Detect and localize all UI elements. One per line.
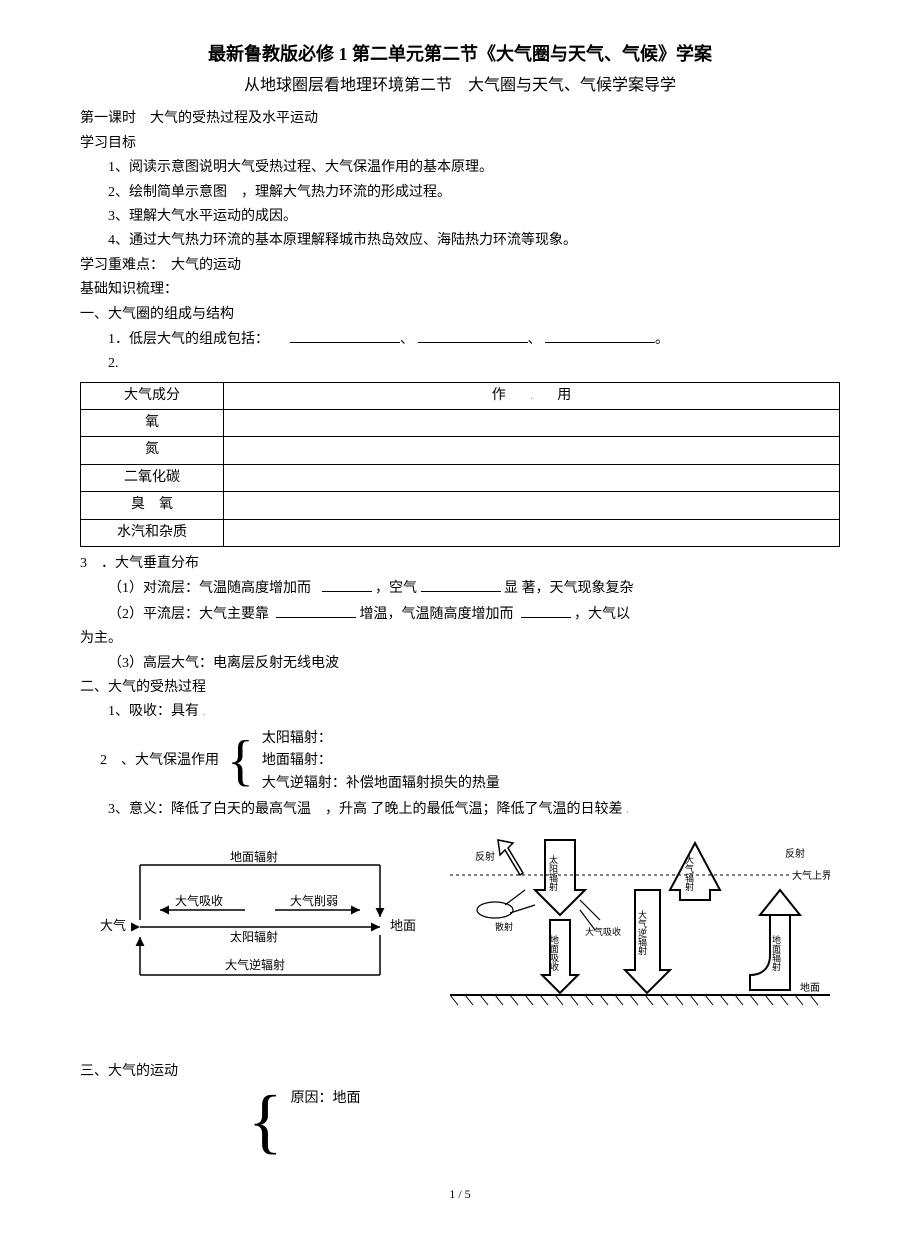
table-row: 水汽和杂质: [81, 519, 840, 546]
brace-item: 原因：地面: [291, 1088, 361, 1110]
label-atm-absorb: 大气吸收: [585, 926, 621, 937]
text: 显 著，天气现象复杂: [504, 581, 634, 596]
brace-icon: {: [248, 1089, 283, 1154]
label-ground: 地面: [800, 981, 820, 994]
sec1-line1: 1．低层大气的组成包括： 、 、 。: [80, 328, 840, 351]
blank[interactable]: [521, 603, 571, 618]
label-atm: 大气上界: [792, 869, 830, 882]
diagram-right: 大气上界 地面 太阳辐射 反射 散射 地面吸收: [450, 835, 830, 1015]
label-bottom: 大气逆辐射: [225, 957, 285, 972]
table-cell: 氧: [81, 410, 224, 437]
blank-2[interactable]: [418, 328, 528, 343]
brace-item: 太阳辐射：: [262, 728, 500, 750]
text: （1）对流层：气温随高度增加而: [108, 581, 311, 596]
goals-header: 学习目标: [80, 133, 840, 155]
table-cell-blank[interactable]: [224, 519, 840, 546]
node-right: 地面: [390, 918, 416, 933]
table-row: 氧: [81, 410, 840, 437]
diagram-row: 地面辐射 大气吸收 大气削弱 大气 地面 太阳辐射 大气逆辐射 大气上界: [80, 835, 840, 1015]
dot-icon: .: [626, 805, 629, 816]
label-atm-rad: 大气辐射: [684, 854, 694, 892]
node-left: 大气: [100, 918, 126, 933]
brace-items: 太阳辐射： 地面辐射： 大气逆辐射：补偿地面辐射损失的热量: [262, 728, 500, 795]
sec1-header: 一、大气圈的组成与结构: [80, 304, 840, 326]
sec1-3-2: （2）平流层：大气主要靠 增温，气温随高度增加而 ，大气以: [80, 603, 840, 626]
label-ground-absorb: 地面吸收: [549, 934, 559, 972]
table-header-row: 大气成分 作 . 用: [81, 382, 840, 409]
table-cell-blank[interactable]: [224, 437, 840, 464]
sec1-line2: 2.: [80, 353, 840, 375]
dot-icon: .: [530, 391, 533, 402]
sec1-3-1: （1）对流层：气温随高度增加而 ，空气 显 著，天气现象复杂: [80, 577, 840, 600]
sec2-1: 1、吸收：具有 .: [80, 701, 840, 723]
text: （2）平流层：大气主要靠: [108, 607, 269, 622]
table-h2a: 作: [492, 388, 506, 403]
blank-1[interactable]: [290, 328, 400, 343]
label-ur: 大气削弱: [290, 893, 338, 908]
dot-icon: .: [203, 707, 206, 718]
table-cell: 二氧化碳: [81, 464, 224, 491]
label-top: 地面辐射: [230, 849, 278, 864]
sec2-2-brace: 2 、大气保温作用 { 太阳辐射： 地面辐射： 大气逆辐射：补偿地面辐射损失的热…: [100, 728, 840, 795]
table-row: 氮: [81, 437, 840, 464]
table-row: 二氧化碳: [81, 464, 840, 491]
brace-icon: {: [227, 736, 254, 786]
brace-items: 原因：地面: [291, 1088, 361, 1155]
table-h2b: 用: [557, 388, 571, 403]
table-cell: 氮: [81, 437, 224, 464]
goal-4: 4、通过大气热力环流的基本原理解释城市热岛效应、海陆热力环流等现象。: [80, 230, 840, 252]
goal-2: 2、绘制简单示意图 ，理解大气热力环流的形成过程。: [80, 182, 840, 204]
sec3-brace: { 原因：地面: [240, 1088, 840, 1155]
sec1-3-3: （3）高层大气：电离层反射无线电波: [80, 653, 840, 675]
table-cell: 臭 氧: [81, 492, 224, 519]
lesson-line: 第一课时 大气的受热过程及水平运动: [80, 108, 840, 130]
table-cell: 水汽和杂质: [81, 519, 224, 546]
sec3-header: 三、大气的运动: [80, 1061, 840, 1083]
brace-item: 地面辐射：: [262, 750, 500, 772]
composition-table: 大气成分 作 . 用 氧 氮 二氧化碳 臭 氧 水汽和杂质: [80, 382, 840, 547]
blank[interactable]: [276, 603, 356, 618]
sec1-3-2d: 为主。: [80, 628, 840, 650]
blank[interactable]: [421, 577, 501, 592]
sec1-line1-text: 1．低层大气的组成包括：: [108, 332, 269, 347]
table-row: 臭 氧: [81, 492, 840, 519]
doc-title-2: 从地球圈层看地理环境第二节 大气圈与天气、气候学案导学: [80, 73, 840, 99]
diagram-left: 地面辐射 大气吸收 大气削弱 大气 地面 太阳辐射 大气逆辐射: [80, 835, 440, 1005]
page-number: 1 / 5: [80, 1185, 840, 1204]
table-h1: 大气成分: [81, 382, 224, 409]
sec2-3: 3、意义：降低了白天的最高气温 ，升高 了晚上的最低气温；降低了气温的日较差 .: [80, 799, 840, 821]
goal-3: 3、理解大气水平运动的成因。: [80, 206, 840, 228]
blank-3[interactable]: [545, 328, 655, 343]
text: 1、吸收：具有: [108, 704, 199, 719]
brace-item: 大气逆辐射：补偿地面辐射损失的热量: [262, 773, 500, 795]
table-cell-blank[interactable]: [224, 492, 840, 519]
table-cell-blank[interactable]: [224, 410, 840, 437]
text: ，空气: [375, 581, 417, 596]
goal-1: 1、阅读示意图说明大气受热过程、大气保温作用的基本原理。: [80, 157, 840, 179]
label-reflect-r: 反射: [785, 848, 805, 860]
table-cell-blank[interactable]: [224, 464, 840, 491]
text: ，大气以: [574, 607, 630, 622]
blank[interactable]: [322, 577, 372, 592]
label-scatter: 散射: [495, 921, 513, 932]
label-mid: 太阳辐射: [230, 929, 278, 944]
basics-header: 基础知识梳理：: [80, 279, 840, 301]
text: 增温，气温随高度增加而: [360, 607, 514, 622]
difficulty-line: 学习重难点： 大气的运动: [80, 255, 840, 277]
label-ul: 大气吸收: [175, 893, 223, 908]
doc-title-1: 最新鲁教版必修 1 第二单元第二节《大气圈与天气、气候》学案: [80, 40, 840, 69]
label-solar: 太阳辐射: [548, 854, 558, 892]
table-h2: 作 . 用: [224, 382, 840, 409]
label-ground-rad: 地面辐射: [771, 934, 781, 972]
sec2-header: 二、大气的受热过程: [80, 677, 840, 699]
sec1-3-header: 3 ．大气垂直分布: [80, 553, 840, 575]
label-counter: 大气逆辐射: [637, 909, 647, 956]
label-reflect-l: 反射: [475, 851, 495, 863]
text: 3、意义：降低了白天的最高气温 ，升高 了晚上的最低气温；降低了气温的日较差: [108, 802, 623, 817]
sec2-2-label: 2 、大气保温作用: [100, 750, 219, 772]
